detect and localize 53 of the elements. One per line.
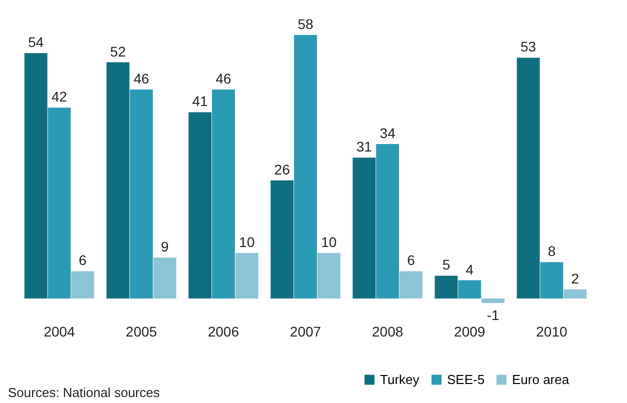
x-tick-label: 2006 — [208, 324, 240, 340]
data-label: 8 — [548, 243, 556, 260]
data-label: 46 — [216, 70, 232, 87]
bar — [352, 158, 376, 298]
bar — [270, 180, 294, 298]
data-label: 54 — [28, 34, 44, 50]
bar — [212, 90, 235, 298]
bar — [564, 289, 587, 298]
data-label: 31 — [356, 138, 372, 155]
bar — [71, 271, 94, 298]
data-label: 42 — [52, 88, 68, 105]
legend-label: SEE-5 — [447, 372, 485, 387]
bar — [24, 53, 48, 298]
x-tick-label: 2007 — [290, 324, 322, 340]
bar — [376, 144, 400, 298]
bar — [540, 262, 564, 298]
x-tick-label: 2004 — [44, 324, 76, 340]
data-label: 58 — [298, 16, 314, 32]
bar — [130, 90, 153, 298]
bar — [434, 276, 458, 298]
data-label: 4 — [466, 261, 474, 278]
data-label: -1 — [486, 307, 500, 323]
x-tick-label: 2010 — [536, 324, 568, 340]
bar — [516, 58, 540, 298]
bar — [235, 253, 258, 298]
data-label: 34 — [380, 125, 396, 142]
x-tick-label: 2008 — [372, 324, 404, 340]
legend-label: Euro area — [512, 372, 570, 387]
bar — [317, 253, 340, 298]
data-label: 52 — [110, 43, 126, 60]
x-tick-label: 2009 — [454, 324, 486, 340]
data-label: 10 — [321, 234, 337, 250]
legend-label: Turkey — [380, 372, 420, 387]
data-label: 2 — [571, 270, 580, 286]
data-label: 41 — [192, 93, 208, 110]
data-label: 26 — [274, 161, 290, 178]
bar — [48, 108, 71, 298]
data-label: 53 — [520, 38, 536, 55]
data-label: 46 — [134, 70, 150, 87]
data-label: 10 — [239, 234, 255, 250]
data-label: 6 — [407, 252, 416, 268]
bar — [153, 258, 176, 298]
x-tick-label: 2005 — [126, 324, 158, 340]
bar — [106, 62, 130, 298]
bar — [294, 35, 317, 298]
bar — [400, 271, 422, 298]
data-label: 9 — [160, 238, 169, 255]
source-note: Sources: National sources — [8, 385, 160, 400]
data-label: 6 — [78, 252, 87, 268]
data-label: 5 — [442, 256, 450, 273]
bar — [188, 112, 212, 298]
bar — [482, 298, 505, 303]
bar — [458, 280, 482, 298]
